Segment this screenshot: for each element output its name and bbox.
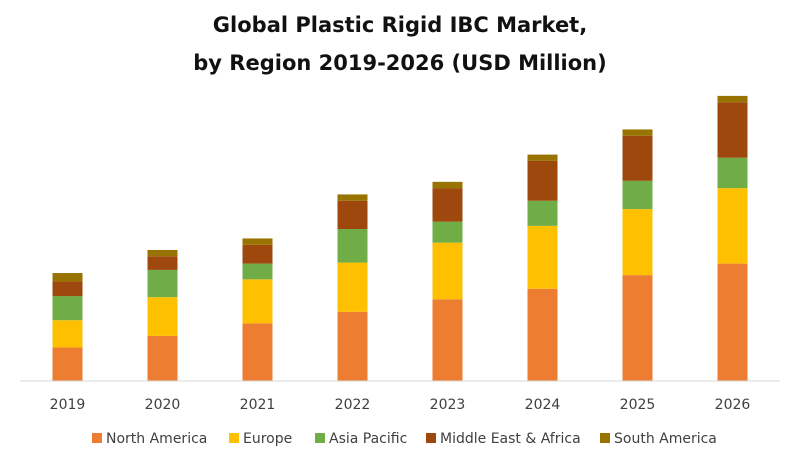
bar-middle-east-and-africa-2021 [242,244,273,264]
chart-title-line-2: by Region 2019-2026 (USD Million) [193,51,606,75]
bar-europe-2020 [147,297,178,336]
bar-asia-pacific-2025 [622,180,653,210]
legend-label-europe: Europe [243,431,292,447]
bar-middle-east-and-africa-2022 [337,200,368,230]
legend: North America Europe Asia Pacific Middle Ea… [92,431,717,447]
legend-label-south-america: South America [614,431,717,447]
legend-swatch-north-america [92,433,102,443]
bar-south-america-2026 [717,95,748,103]
bar-middle-east-and-africa-2023 [432,188,463,222]
bar-north-america-2023 [432,299,463,381]
bar-north-america-2019 [52,347,83,381]
bar-north-america-2026 [717,263,748,381]
bar-middle-east-and-africa-2025 [622,135,653,181]
bar-europe-2019 [52,320,83,348]
x-tick-label: 2022 [335,397,371,413]
bar-asia-pacific-2024 [527,200,558,226]
x-tick-label: 2019 [50,397,86,413]
bar-middle-east-and-africa-2026 [717,102,748,158]
bar-south-america-2025 [622,129,653,136]
x-tick-label: 2024 [525,397,561,413]
bar-europe-2025 [622,209,653,276]
bar-south-america-2022 [337,194,368,201]
bar-europe-2024 [527,225,558,289]
x-tick-label: 2023 [430,397,466,413]
bar-south-america-2019 [52,273,83,282]
bar-middle-east-and-africa-2024 [527,160,558,201]
bar-middle-east-and-africa-2020 [147,256,178,270]
legend-swatch-asia-pacific [315,433,325,443]
bar-asia-pacific-2020 [147,269,178,298]
bar-south-america-2023 [432,181,463,189]
bar-asia-pacific-2022 [337,229,368,263]
bar-north-america-2025 [622,275,653,381]
bar-asia-pacific-2023 [432,221,463,243]
bar-south-america-2021 [242,238,273,245]
legend-swatch-south-america [600,433,610,443]
chart-title-line-1: Global Plastic Rigid IBC Market, [213,13,587,37]
legend-label-middle-east-and-africa: Middle East & Africa [440,431,581,447]
x-tick-label: 2020 [145,397,181,413]
bar-europe-2023 [432,242,463,300]
bar-europe-2022 [337,262,368,312]
bar-asia-pacific-2019 [52,296,83,321]
bar-europe-2021 [242,279,273,324]
x-tick-label: 2026 [715,397,751,413]
legend-swatch-europe [229,433,239,443]
bar-south-america-2024 [527,154,558,161]
x-tick-label: 2021 [240,397,276,413]
bar-south-america-2020 [147,249,178,257]
bar-asia-pacific-2021 [242,263,273,280]
bar-north-america-2020 [147,335,178,381]
bar-north-america-2021 [242,323,273,381]
bar-stacks [52,95,748,381]
x-tick-labels: 2019 2020 2021 2022 2023 2024 2025 2026 [50,397,751,413]
bar-europe-2026 [717,188,748,264]
bar-north-america-2024 [527,288,558,381]
legend-label-north-america: North America [106,431,207,447]
bar-asia-pacific-2026 [717,157,748,189]
legend-swatch-middle-east-and-africa [426,433,436,443]
bar-north-america-2022 [337,311,368,381]
x-tick-label: 2025 [620,397,656,413]
legend-label-asia-pacific: Asia Pacific [329,431,407,447]
bar-middle-east-and-africa-2019 [52,281,83,297]
